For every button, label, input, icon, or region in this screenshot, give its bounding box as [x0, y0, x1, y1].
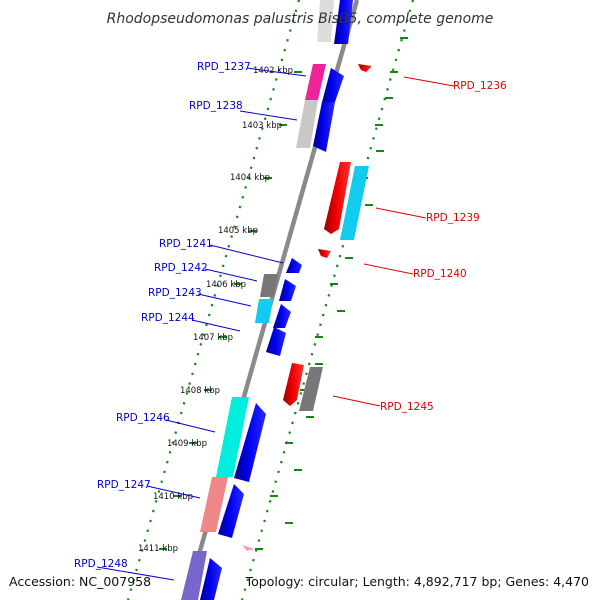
kbp-label-1403: 1403 kbp [242, 121, 282, 131]
gene-cds-rpd-1238[interactable] [313, 102, 335, 152]
forward-tick-track [126, 0, 301, 600]
reverse-features [242, 64, 372, 551]
gene-cds-rpd-1242[interactable] [279, 279, 296, 301]
kbp-label-1405: 1405 kbp [218, 226, 258, 236]
kbp-ticks-left [159, 71, 302, 550]
gene-cds-rpd-1240[interactable] [318, 249, 331, 258]
kbp-label-1409: 1409 kbp [167, 439, 207, 449]
gene-cds-rpd-1241[interactable] [286, 258, 302, 273]
topology-text: Topology: circular; Length: 4,892,717 bp… [245, 574, 589, 589]
gene-label-rpd-1247[interactable]: RPD_1247 [97, 479, 151, 491]
gene-label-rpd-1244[interactable]: RPD_1244 [141, 312, 195, 324]
kbp-label-1408: 1408 kbp [180, 386, 220, 396]
gene-label-rpd-1246[interactable]: RPD_1246 [116, 412, 170, 424]
gene-cds-rpd-1243[interactable] [273, 304, 291, 328]
kbp-label-1407: 1407 kbp [193, 333, 233, 343]
gene-cds-rpd-1239[interactable] [324, 162, 351, 234]
gene-label-rpd-1239[interactable]: RPD_1239 [426, 212, 480, 224]
gene-label-rpd-1248[interactable]: RPD_1248 [74, 558, 128, 570]
gene-label-rpd-1236[interactable]: RPD_1236 [453, 80, 507, 92]
gene-label-rpd-1241[interactable]: RPD_1241 [159, 238, 213, 250]
reverse-gene-labels: RPD_1236 RPD_1239 RPD_1240 RPD_1245 [380, 80, 507, 413]
forward-features [181, 0, 353, 600]
gene-label-rpd-1245[interactable]: RPD_1245 [380, 401, 434, 413]
kbp-label-1402: 1402 kbp [253, 66, 293, 76]
gene-label-rpd-1243[interactable]: RPD_1243 [148, 287, 202, 299]
gene-label-rpd-1238[interactable]: RPD_1238 [189, 100, 243, 112]
gene-feature-pink[interactable] [242, 545, 255, 551]
page-title: Rhodopseudomonas palustris BisB5, comple… [107, 11, 494, 27]
kbp-label-1404: 1404 kbp [230, 173, 270, 183]
forward-leader-lines [96, 67, 307, 581]
gene-cds-rpd-1248[interactable] [200, 558, 222, 600]
gene-cds-rpd-1245[interactable] [283, 363, 304, 406]
gene-feature-rpd-1243[interactable] [255, 299, 273, 323]
kbp-label-1410: 1410 kbp [153, 492, 193, 502]
gene-cds-rpd-1246[interactable] [234, 403, 266, 482]
kbp-ticks-right [255, 37, 408, 550]
gene-feature-top-grey[interactable] [317, 0, 334, 42]
gene-feature-rpd-1237[interactable] [305, 64, 326, 100]
gene-label-rpd-1240[interactable]: RPD_1240 [413, 268, 467, 280]
kbp-label-1411: 1411 kbp [138, 544, 178, 554]
gene-feature-rpd-1245[interactable] [299, 367, 323, 411]
gene-label-rpd-1237[interactable]: RPD_1237 [197, 61, 251, 73]
gene-cds-top[interactable] [334, 0, 353, 44]
gene-label-rpd-1242[interactable]: RPD_1242 [154, 262, 208, 274]
kbp-label-1406: 1406 kbp [206, 280, 246, 290]
accession-text: Accession: NC_007958 [9, 574, 151, 589]
gene-cds-rpd-1236[interactable] [358, 64, 372, 72]
gene-cds-rpd-1237[interactable] [322, 68, 344, 102]
gene-feature-rpd-1246[interactable] [216, 397, 249, 477]
gene-feature-rpd-1248[interactable] [181, 551, 207, 600]
gene-feature-rpd-1242[interactable] [260, 274, 278, 297]
kbp-labels: 1402 kbp 1403 kbp 1404 kbp 1405 kbp 1406… [138, 66, 293, 554]
reverse-leader-lines [332, 76, 455, 407]
gene-feature-rpd-1238[interactable] [296, 100, 318, 148]
gene-feature-rpd-1247[interactable] [200, 477, 228, 532]
gene-feature-rpd-1239[interactable] [340, 166, 369, 240]
gene-cds-rpd-1244[interactable] [266, 327, 286, 356]
forward-gene-labels: RPD_1237 RPD_1238 RPD_1241 RPD_1242 RPD_… [74, 61, 251, 570]
gene-cds-rpd-1247[interactable] [218, 484, 244, 538]
reverse-tick-track [240, 0, 415, 600]
